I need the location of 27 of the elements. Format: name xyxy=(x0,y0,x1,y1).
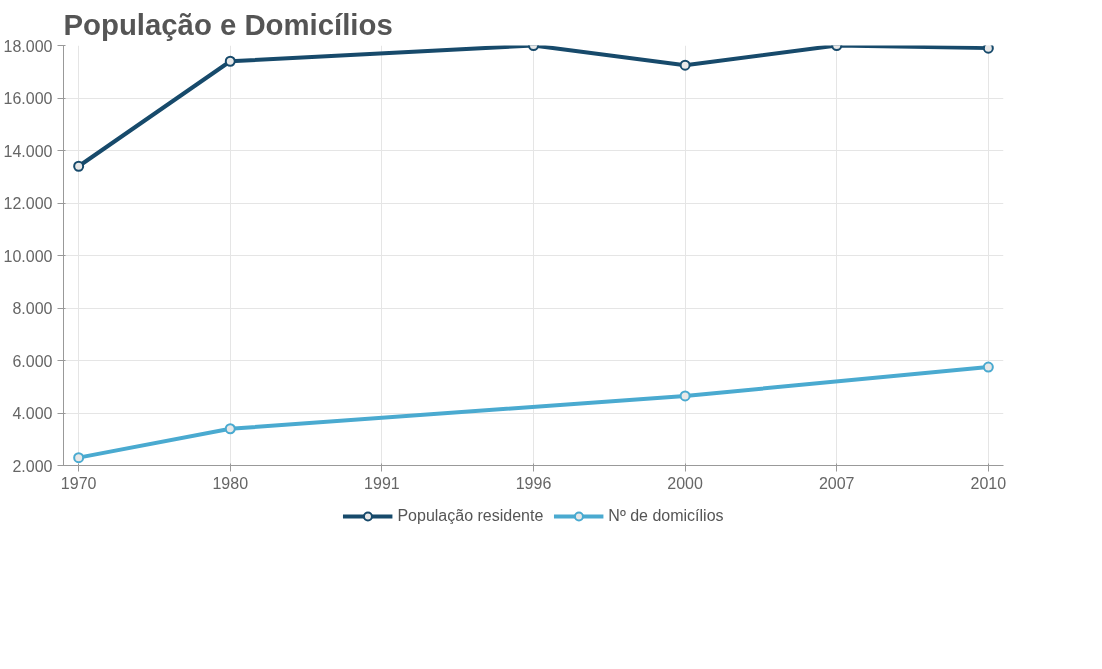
y-tick-label: 14.000 xyxy=(3,142,53,160)
point xyxy=(982,45,994,54)
x-tick-label: 2010 xyxy=(970,474,1007,492)
y-tick-label: 12.000 xyxy=(3,195,53,212)
y-tick-label: 4.000 xyxy=(12,405,53,422)
point xyxy=(679,59,691,71)
x-tick-label: 1980 xyxy=(212,474,249,492)
y-tick-label: 8.000 xyxy=(12,300,53,317)
point xyxy=(224,55,236,67)
y-tick-label: 16.000 xyxy=(3,90,53,107)
x-tick-label: 1970 xyxy=(60,474,97,492)
legend-label: População residente xyxy=(397,507,544,525)
x-tick-label: 1991 xyxy=(364,474,400,492)
chart-title: População e Domicílios xyxy=(63,7,393,41)
y-tick-label: 10.000 xyxy=(3,247,53,265)
point xyxy=(982,361,994,373)
point xyxy=(73,160,85,172)
y-tick-label: 2.000 xyxy=(12,457,53,475)
y-tick-label: 18.000 xyxy=(3,37,53,55)
point xyxy=(73,452,85,464)
y-tick-label: 6.000 xyxy=(12,352,53,370)
point xyxy=(679,390,691,402)
x-tick-label: 1996 xyxy=(515,474,552,492)
point xyxy=(224,423,236,435)
x-tick-label: 2000 xyxy=(667,474,704,492)
legend-label: Nº de domicílios xyxy=(608,507,724,525)
x-tick-label: 2007 xyxy=(818,474,855,492)
